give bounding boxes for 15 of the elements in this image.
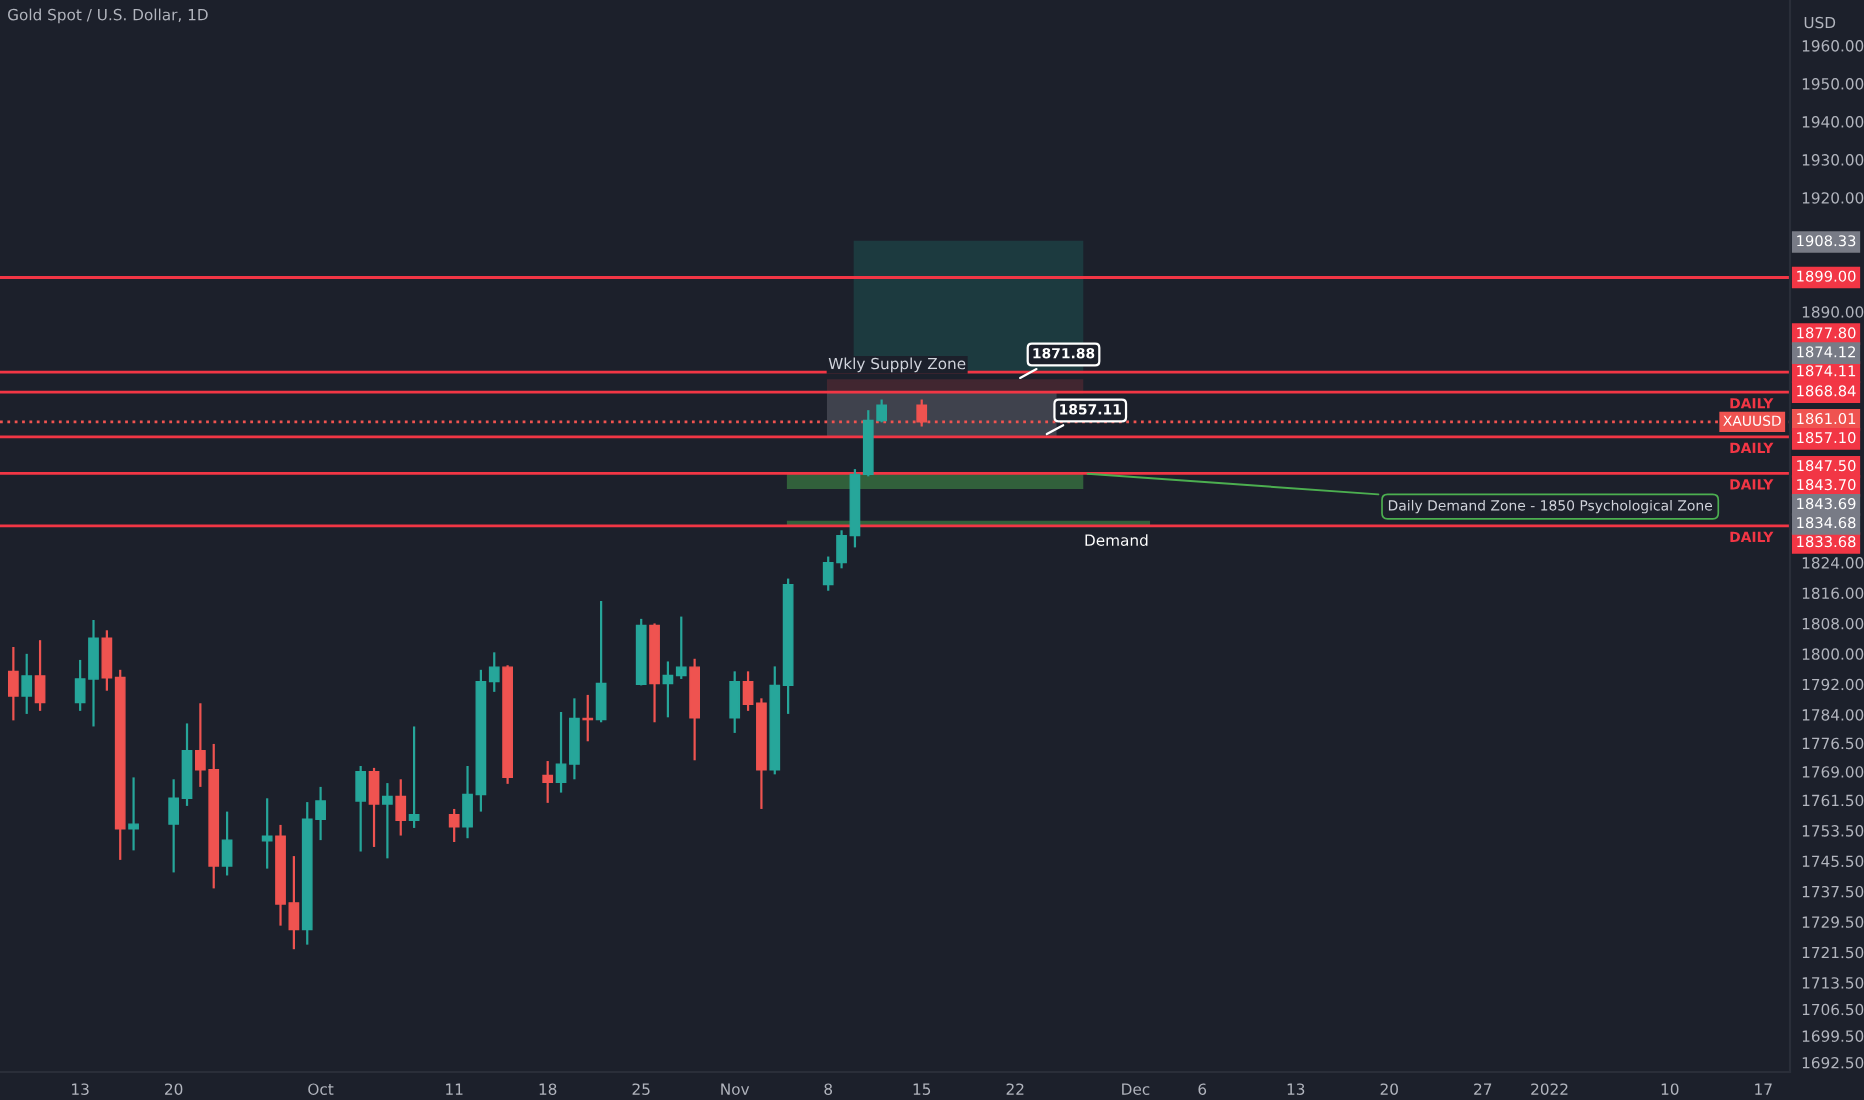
candlestick: [382, 781, 393, 860]
candlestick: [448, 807, 460, 844]
candlestick: [542, 759, 554, 804]
candlestick: [128, 776, 139, 852]
candlestick: [729, 670, 741, 735]
candlestick: [261, 797, 273, 870]
candlestick: [355, 764, 367, 853]
candlestick: [395, 778, 407, 837]
candlestick: [7, 645, 19, 722]
candlestick: [34, 639, 46, 712]
candlestick: [368, 766, 380, 849]
candlestick: [21, 652, 33, 716]
candlestick: [595, 599, 607, 724]
candlestick: [408, 725, 420, 830]
candlestick: [221, 810, 233, 877]
